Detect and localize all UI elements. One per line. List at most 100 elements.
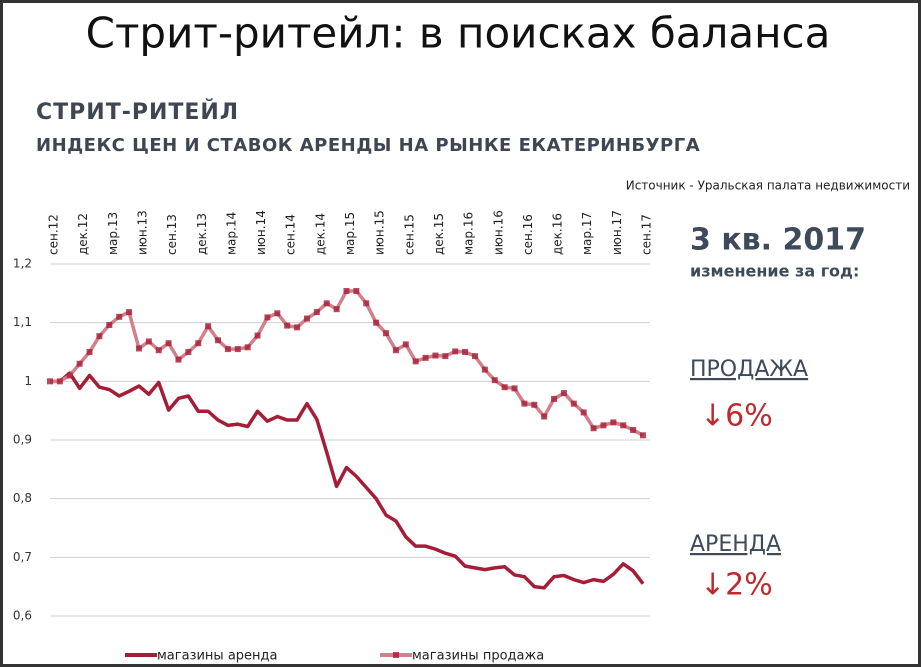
point-marker xyxy=(195,340,202,347)
legend-marker xyxy=(393,652,399,658)
point-marker xyxy=(383,330,390,337)
point-marker xyxy=(185,349,192,355)
x-tick-label: сен.15 xyxy=(402,214,416,255)
point-marker xyxy=(126,309,133,316)
x-tick-label: мар.14 xyxy=(224,212,238,255)
point-marker xyxy=(145,338,152,345)
point-marker xyxy=(600,422,607,429)
point-marker xyxy=(640,432,646,439)
series-line xyxy=(50,371,645,590)
point-marker xyxy=(274,310,281,317)
x-tick-label: дек.12 xyxy=(76,213,90,255)
legend-label: магазины аренда xyxy=(157,649,278,664)
series-line xyxy=(50,289,644,437)
point-marker xyxy=(224,346,231,353)
annotation: 3 кв. 2017 xyxy=(690,223,866,258)
point-marker xyxy=(86,349,93,355)
point-marker xyxy=(116,313,123,320)
chart-subtitle: ИНДЕКС ЦЕН И СТАВОК АРЕНДЫ НА РЫНКЕ ЕКАТ… xyxy=(36,135,700,156)
point-marker xyxy=(135,345,142,352)
point-marker xyxy=(205,323,212,330)
point-marker xyxy=(155,347,162,354)
point-marker xyxy=(165,340,172,347)
x-tick-label: июн.15 xyxy=(373,210,387,255)
point-marker xyxy=(481,366,488,373)
source: Источник - Уральская палата недвижимости xyxy=(626,179,910,193)
point-marker xyxy=(531,401,538,408)
y-tick-label: 0,7 xyxy=(13,550,32,564)
point-marker xyxy=(284,322,291,329)
point-marker xyxy=(264,314,271,321)
x-tick-label: сен.12 xyxy=(47,214,61,255)
point-marker xyxy=(432,352,439,359)
x-tick-label: дек.14 xyxy=(313,213,327,255)
x-tick-label: сен.16 xyxy=(521,214,535,255)
point-marker xyxy=(452,348,459,355)
point-marker xyxy=(254,332,261,339)
point-marker xyxy=(471,353,478,360)
point-marker xyxy=(244,344,251,351)
x-tick-label: мар.16 xyxy=(462,212,476,255)
annotation: ↓2% xyxy=(700,568,773,603)
y-tick-label: 0,8 xyxy=(13,491,32,505)
point-marker xyxy=(590,425,597,432)
point-marker xyxy=(521,400,528,407)
x-tick-label: июн.17 xyxy=(610,210,624,255)
point-marker xyxy=(422,354,429,361)
point-marker xyxy=(47,378,53,385)
point-marker xyxy=(353,287,360,294)
point-marker xyxy=(56,378,63,385)
point-marker xyxy=(610,419,617,426)
y-tick-label: 0,9 xyxy=(13,433,32,447)
chart-title: СТРИТ-РИТЕЙЛ xyxy=(36,99,239,125)
legend-label: магазины продажа xyxy=(412,649,544,664)
slide-title: Стрит-ритейл: в поисках баланса xyxy=(86,9,831,58)
annotation: изменение за год: xyxy=(690,262,859,281)
point-marker xyxy=(175,356,182,363)
annotation: ↓6% xyxy=(700,399,773,434)
annotation: ПРОДАЖА xyxy=(690,357,808,382)
x-tick-label: мар.17 xyxy=(580,212,594,255)
point-marker xyxy=(373,319,380,326)
point-marker xyxy=(412,358,419,365)
x-tick-label: июн.13 xyxy=(135,210,149,255)
point-marker xyxy=(294,324,301,331)
x-tick-label: июн.16 xyxy=(491,210,505,255)
point-marker xyxy=(333,306,340,313)
point-marker xyxy=(442,353,449,360)
x-tick-label: дек.16 xyxy=(551,213,565,255)
x-tick-label: мар.13 xyxy=(106,212,120,255)
point-marker xyxy=(234,346,241,353)
x-tick-label: дек.13 xyxy=(195,213,209,255)
point-marker xyxy=(215,337,222,344)
point-marker xyxy=(551,395,558,402)
point-marker xyxy=(580,409,587,416)
point-marker xyxy=(462,349,469,355)
point-marker xyxy=(402,341,409,348)
point-marker xyxy=(343,287,350,294)
y-tick-label: 0,6 xyxy=(13,609,32,623)
point-marker xyxy=(570,400,577,407)
point-marker xyxy=(106,322,113,329)
point-marker xyxy=(363,300,370,307)
point-marker xyxy=(323,300,330,307)
x-tick-label: сен.17 xyxy=(640,214,654,255)
x-tick-label: сен.13 xyxy=(165,214,179,255)
point-marker xyxy=(630,427,637,434)
point-marker xyxy=(560,390,567,397)
point-marker xyxy=(76,360,83,367)
point-marker xyxy=(303,315,310,322)
x-tick-label: июн.14 xyxy=(254,210,268,255)
point-marker xyxy=(313,309,320,316)
point-marker xyxy=(66,372,73,379)
y-tick-label: 1,1 xyxy=(13,315,32,329)
x-tick-label: дек.15 xyxy=(432,213,446,255)
point-marker xyxy=(392,347,399,354)
point-marker xyxy=(620,422,627,429)
y-tick-label: 1 xyxy=(24,374,32,388)
point-marker xyxy=(96,333,103,340)
point-marker xyxy=(501,384,508,391)
